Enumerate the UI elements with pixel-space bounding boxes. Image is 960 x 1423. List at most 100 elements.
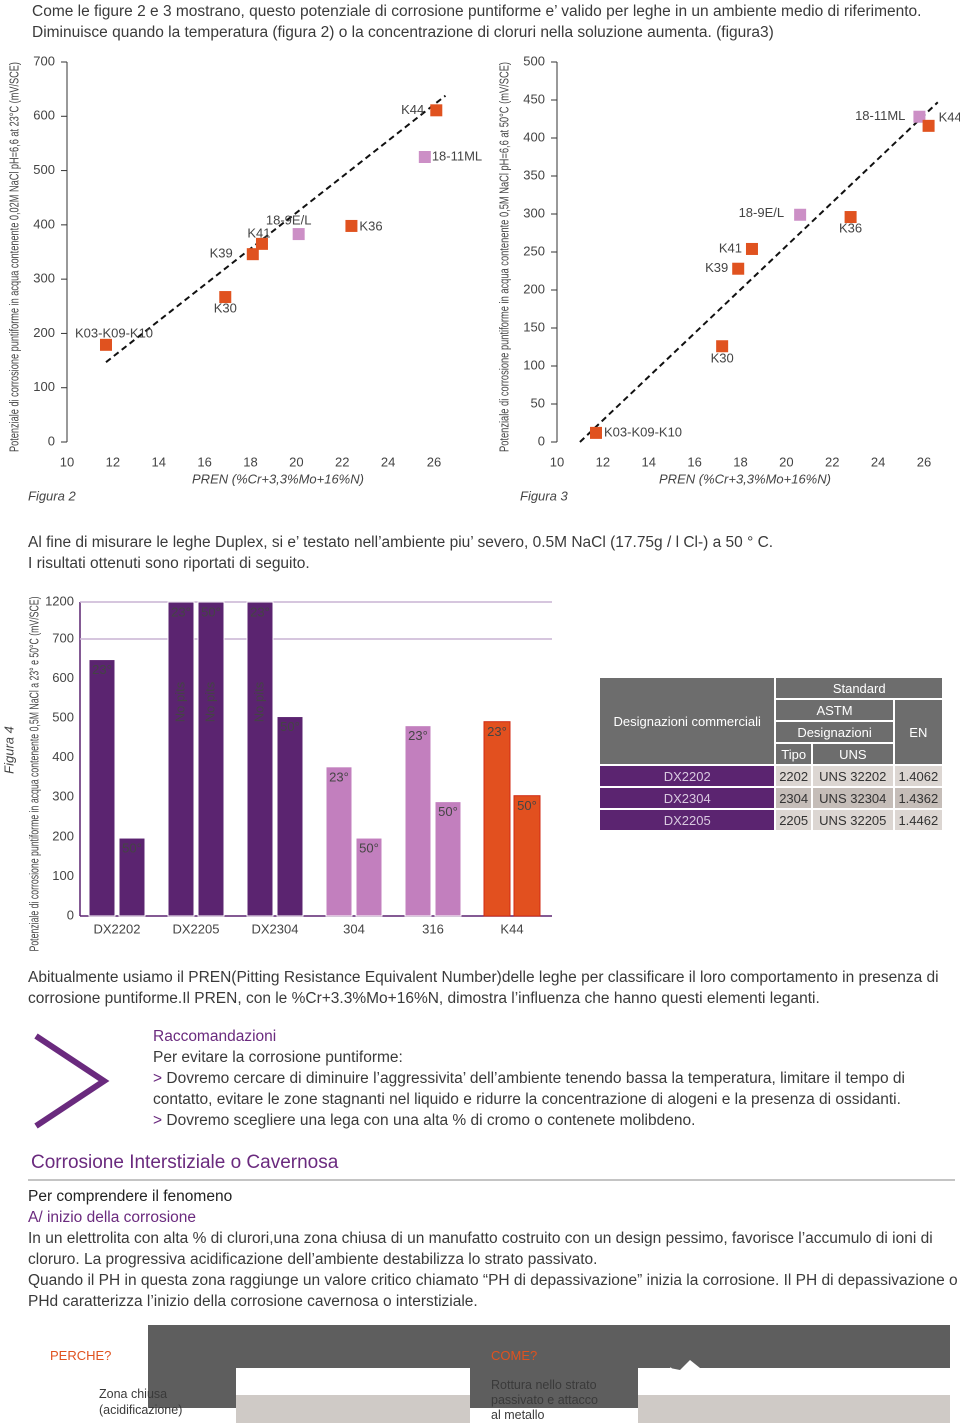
bar — [167, 601, 195, 917]
x-tick-label: DX2205 — [173, 921, 220, 936]
bullet: > — [153, 1112, 163, 1129]
chevron — [34, 1033, 110, 1129]
header-cell: Designazioni commerciali — [597, 676, 777, 766]
bar — [276, 716, 304, 917]
bullet: > — [153, 1070, 163, 1087]
point — [430, 104, 443, 117]
y-tick-label: 500 — [523, 53, 545, 68]
y-tick-label: 200 — [33, 325, 55, 340]
bar — [483, 721, 511, 917]
x-tick-label: 16 — [197, 454, 211, 469]
trend-line — [579, 101, 939, 443]
point-label: K30 — [214, 300, 237, 315]
x-tick-label: 12 — [596, 454, 610, 469]
y-tick-label: 50 — [531, 395, 545, 410]
x-tick-label: 22 — [825, 454, 839, 469]
bar-label: 23° — [487, 724, 507, 739]
y-tick-label: 150 — [523, 319, 545, 334]
cell: UNS 32205 — [810, 808, 895, 832]
y-tick-label: 100 — [33, 379, 55, 394]
diagram-caption: Zona chiusa (acidificazione) — [99, 1387, 183, 1417]
x-tick-label: 22 — [335, 454, 349, 469]
point — [745, 242, 758, 255]
section-step: A/ inizio della corrosione — [28, 1209, 197, 1226]
bar-label: 50° — [517, 798, 537, 813]
y-tick-label: 700 — [52, 630, 74, 645]
plate-upper — [148, 1325, 470, 1408]
point — [913, 110, 926, 123]
point-label: 18-9E/L — [739, 205, 785, 220]
pren-text: Abitualmente usiamo il PREN(Pitting Resi… — [28, 969, 939, 1007]
bar — [434, 801, 462, 917]
x-tick-label: 14 — [642, 454, 656, 469]
bar-label: 50° — [201, 604, 221, 619]
cell: DX2205 — [597, 808, 777, 832]
bar-label: 23° — [171, 604, 191, 619]
x-tick-label: DX2202 — [94, 921, 141, 936]
bar — [513, 795, 541, 917]
header-cell: Standard — [774, 676, 944, 700]
x-tick-label: 24 — [381, 454, 395, 469]
bullet-text: Dovremo scegliere una lega con una alta … — [166, 1112, 696, 1129]
x-tick-label: 16 — [687, 454, 701, 469]
header-cell: ASTM — [774, 698, 895, 722]
y-tick-label: 350 — [523, 167, 545, 182]
point-label: K36 — [839, 220, 862, 235]
y-tick-label: 0 — [538, 433, 545, 448]
cell: 1.4362 — [892, 786, 945, 810]
bar-label: 50° — [438, 804, 458, 819]
cell: 2304 — [774, 786, 813, 810]
diagram-title: PERCHE? — [50, 1348, 112, 1363]
x-tick-label: 10 — [60, 454, 74, 469]
y-tick-label: 600 — [52, 670, 74, 685]
y-tick-label: 0 — [48, 433, 55, 448]
point — [794, 208, 807, 221]
y-tick-label: 400 — [523, 129, 545, 144]
point — [589, 426, 602, 439]
point-label: K03-K09-K10 — [604, 424, 682, 439]
y-tick-label: 250 — [523, 243, 545, 258]
header-cell: Tipo — [774, 742, 813, 766]
paragraph: Quando il PH in questa zona raggiunge un… — [28, 1272, 958, 1310]
bar-label: 50° — [280, 719, 300, 734]
point-label: K44 — [401, 102, 424, 117]
crack — [669, 1364, 701, 1380]
x-tick-label: 10 — [550, 454, 564, 469]
bar-label: 23° — [92, 662, 112, 677]
y-tick-label: 300 — [33, 271, 55, 286]
point — [219, 291, 232, 304]
y-tick-label: 200 — [523, 281, 545, 296]
x-tick-label: 20 — [289, 454, 303, 469]
point-label: 18-11ML — [432, 148, 482, 163]
cell: UNS 32304 — [810, 786, 895, 810]
bar — [118, 837, 146, 917]
diagram-title: COME? — [491, 1348, 538, 1363]
section-title: Corrosione Interstiziale o Cavernosa — [31, 1152, 339, 1173]
header-cell: EN — [892, 698, 945, 766]
point-label: 18-11ML — [855, 108, 905, 123]
y-tick-label: 500 — [33, 162, 55, 177]
cell: DX2202 — [597, 764, 777, 788]
cell: 1.4462 — [892, 808, 945, 832]
y-tick-label: 500 — [52, 710, 74, 725]
y-tick-label: 1200 — [45, 593, 74, 608]
cell: 2205 — [774, 808, 813, 832]
point — [418, 151, 431, 163]
x-tick-label: 304 — [343, 921, 365, 936]
bullet-text: Dovremo cercare di diminuire l’aggressiv… — [153, 1070, 905, 1108]
section-body: Per comprendere il fenomeno A/ inizio de… — [28, 1186, 958, 1312]
bar — [355, 837, 383, 917]
y-axis-label: Potenziale di corrosione puntiforme in a… — [6, 62, 21, 452]
recommendations: Raccomandazioni Per evitare la corrosion… — [153, 1026, 956, 1131]
plate-lower — [236, 1395, 470, 1423]
text-line: I risultati ottenuti sono riportati di s… — [28, 555, 310, 572]
header-cell: Designazioni — [774, 720, 895, 744]
y-tick-label: 100 — [52, 868, 74, 883]
plate-lower — [638, 1395, 950, 1423]
point-label: K03-K09-K10 — [75, 325, 153, 340]
section-subtitle: Per comprendere il fenomeno — [28, 1188, 233, 1205]
x-tick-label: 18 — [733, 454, 747, 469]
point-label: K30 — [711, 351, 734, 366]
point — [844, 211, 857, 224]
